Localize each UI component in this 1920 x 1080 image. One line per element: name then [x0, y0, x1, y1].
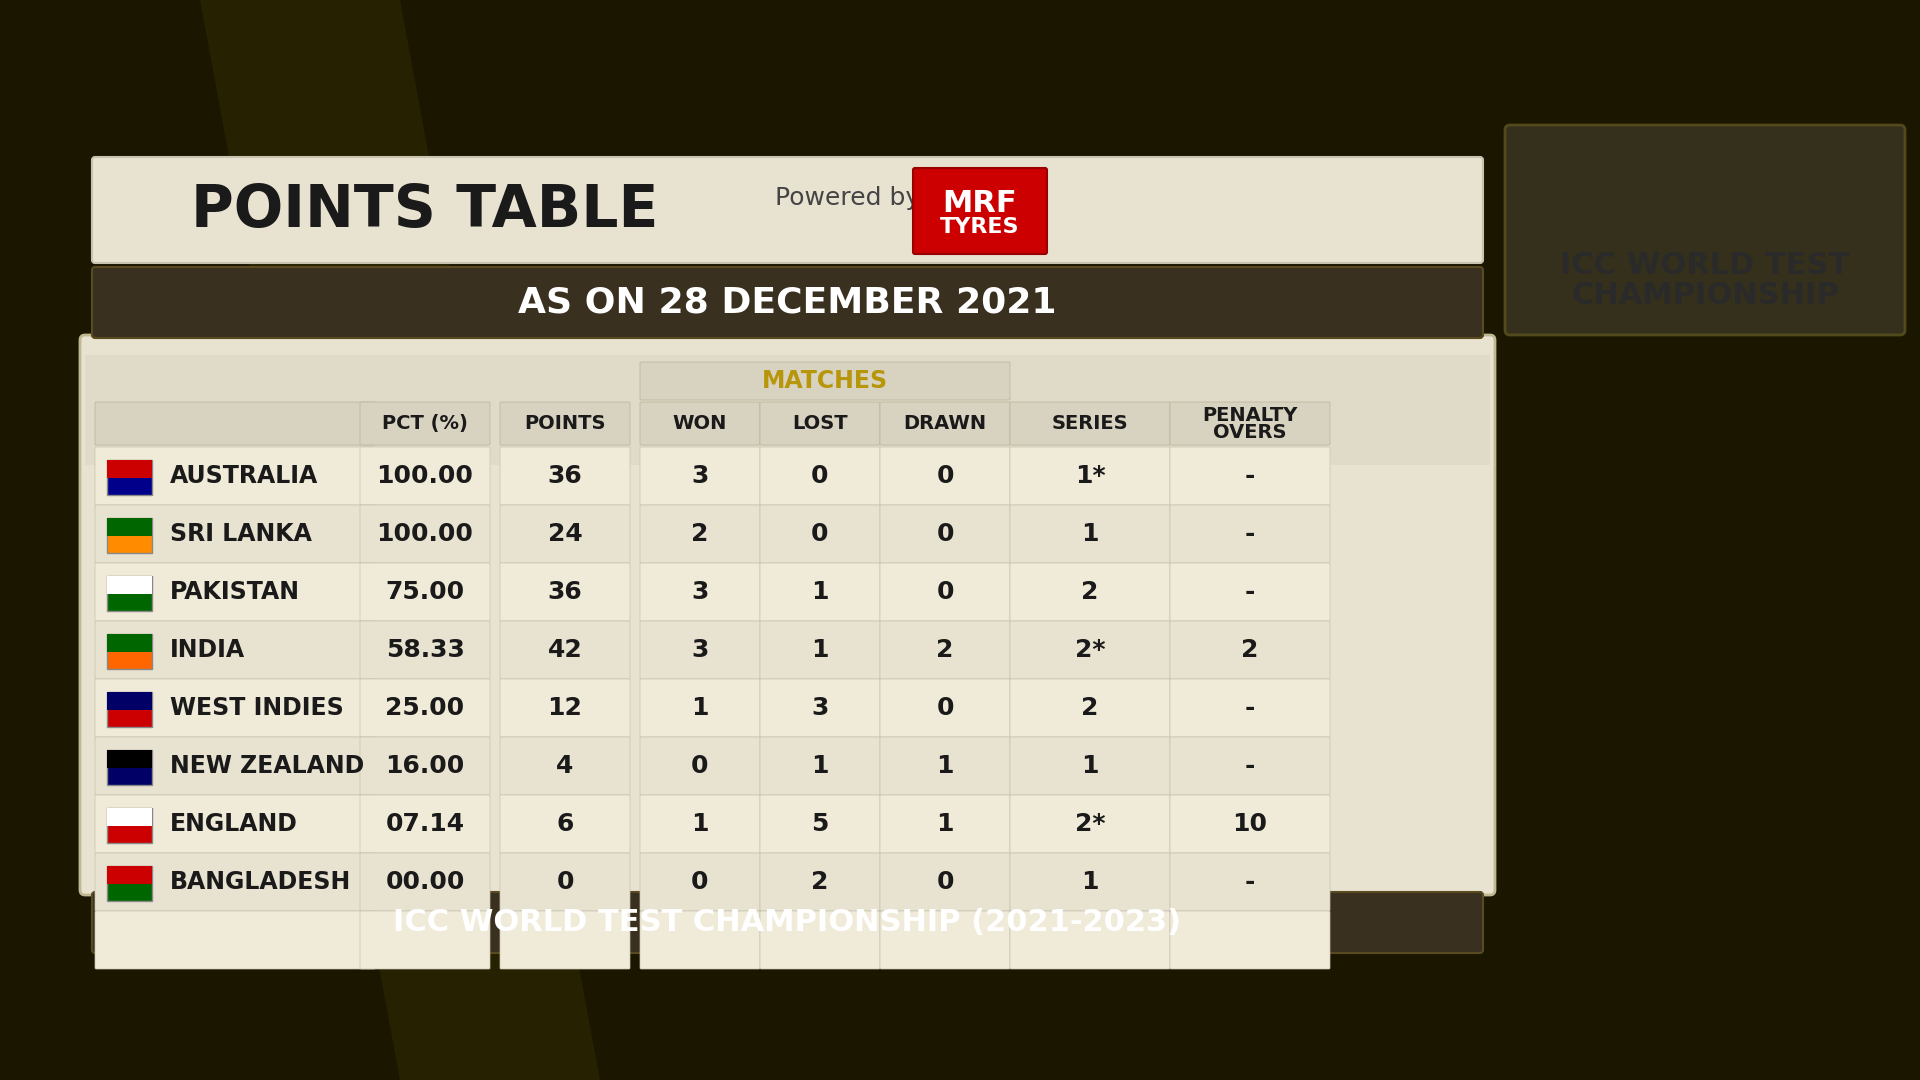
FancyBboxPatch shape: [94, 402, 374, 445]
FancyBboxPatch shape: [361, 447, 490, 505]
FancyBboxPatch shape: [108, 518, 152, 553]
FancyBboxPatch shape: [108, 750, 152, 785]
FancyBboxPatch shape: [361, 679, 490, 737]
FancyBboxPatch shape: [639, 563, 760, 621]
Text: 1: 1: [812, 754, 829, 778]
FancyBboxPatch shape: [361, 795, 490, 853]
Text: 58.33: 58.33: [386, 638, 465, 662]
Text: ICC WORLD TEST CHAMPIONSHIP (2021-2023): ICC WORLD TEST CHAMPIONSHIP (2021-2023): [394, 908, 1181, 937]
FancyBboxPatch shape: [639, 621, 760, 679]
Text: 0: 0: [937, 696, 954, 720]
Text: 1: 1: [937, 754, 954, 778]
Text: 3: 3: [691, 580, 708, 604]
FancyBboxPatch shape: [1010, 853, 1169, 912]
FancyBboxPatch shape: [639, 679, 760, 737]
Text: 3: 3: [691, 464, 708, 488]
FancyBboxPatch shape: [760, 621, 879, 679]
Text: 1: 1: [937, 812, 954, 836]
Text: SERIES: SERIES: [1052, 414, 1129, 433]
FancyBboxPatch shape: [94, 912, 374, 969]
FancyBboxPatch shape: [1010, 795, 1169, 853]
FancyBboxPatch shape: [760, 447, 879, 505]
Text: SRI LANKA: SRI LANKA: [171, 522, 311, 546]
FancyBboxPatch shape: [94, 679, 374, 737]
Text: 3: 3: [691, 638, 708, 662]
Text: 1: 1: [1081, 870, 1098, 894]
FancyBboxPatch shape: [108, 576, 152, 611]
Text: PENALTY: PENALTY: [1202, 406, 1298, 426]
FancyBboxPatch shape: [760, 795, 879, 853]
FancyBboxPatch shape: [879, 737, 1010, 795]
FancyBboxPatch shape: [499, 563, 630, 621]
Text: ENGLAND: ENGLAND: [171, 812, 298, 836]
FancyBboxPatch shape: [760, 853, 879, 912]
FancyBboxPatch shape: [879, 563, 1010, 621]
FancyBboxPatch shape: [1010, 563, 1169, 621]
Text: 0: 0: [691, 754, 708, 778]
FancyBboxPatch shape: [1505, 125, 1905, 335]
FancyBboxPatch shape: [94, 621, 374, 679]
FancyBboxPatch shape: [1169, 621, 1331, 679]
FancyBboxPatch shape: [639, 362, 1010, 400]
FancyBboxPatch shape: [499, 737, 630, 795]
FancyBboxPatch shape: [108, 576, 152, 594]
Text: 2*: 2*: [1075, 812, 1106, 836]
FancyBboxPatch shape: [361, 737, 490, 795]
Text: NEW ZEALAND: NEW ZEALAND: [171, 754, 365, 778]
Text: POINTS: POINTS: [524, 414, 605, 433]
Text: PCT (%): PCT (%): [382, 414, 468, 433]
FancyBboxPatch shape: [94, 853, 374, 912]
FancyBboxPatch shape: [94, 795, 374, 853]
FancyBboxPatch shape: [639, 853, 760, 912]
Text: 0: 0: [937, 522, 954, 546]
FancyBboxPatch shape: [1010, 621, 1169, 679]
FancyBboxPatch shape: [499, 621, 630, 679]
Text: MRF: MRF: [943, 189, 1018, 217]
FancyBboxPatch shape: [108, 634, 152, 669]
FancyBboxPatch shape: [760, 505, 879, 563]
FancyBboxPatch shape: [1169, 402, 1331, 445]
Text: 0: 0: [937, 580, 954, 604]
Text: 36: 36: [547, 580, 582, 604]
Text: POINTS TABLE: POINTS TABLE: [192, 181, 659, 239]
FancyBboxPatch shape: [1169, 679, 1331, 737]
FancyBboxPatch shape: [879, 795, 1010, 853]
FancyBboxPatch shape: [1169, 447, 1331, 505]
Text: 36: 36: [547, 464, 582, 488]
FancyBboxPatch shape: [639, 795, 760, 853]
Text: -: -: [1244, 754, 1256, 778]
Text: 2*: 2*: [1075, 638, 1106, 662]
Text: BANGLADESH: BANGLADESH: [171, 870, 351, 894]
Text: 5: 5: [812, 812, 829, 836]
FancyBboxPatch shape: [94, 563, 374, 621]
Text: MATCHES: MATCHES: [762, 369, 889, 393]
Text: 3: 3: [812, 696, 829, 720]
Text: 10: 10: [1233, 812, 1267, 836]
FancyBboxPatch shape: [361, 621, 490, 679]
FancyBboxPatch shape: [108, 692, 152, 727]
FancyBboxPatch shape: [92, 267, 1482, 338]
FancyBboxPatch shape: [92, 892, 1482, 953]
Text: CHAMPIONSHIP: CHAMPIONSHIP: [1571, 281, 1839, 310]
Text: 1: 1: [1081, 754, 1098, 778]
Text: 07.14: 07.14: [386, 812, 465, 836]
Text: 6: 6: [557, 812, 574, 836]
Text: 1: 1: [812, 580, 829, 604]
FancyBboxPatch shape: [879, 402, 1010, 445]
Text: 25.00: 25.00: [386, 696, 465, 720]
Text: 2: 2: [1242, 638, 1260, 662]
Text: -: -: [1244, 580, 1256, 604]
Text: 00.00: 00.00: [386, 870, 465, 894]
FancyBboxPatch shape: [94, 447, 374, 505]
Text: 0: 0: [812, 464, 829, 488]
FancyBboxPatch shape: [499, 402, 630, 445]
Text: LOST: LOST: [793, 414, 849, 433]
Text: 0: 0: [691, 870, 708, 894]
FancyBboxPatch shape: [639, 505, 760, 563]
FancyBboxPatch shape: [499, 853, 630, 912]
Text: 0: 0: [937, 464, 954, 488]
Text: OVERS: OVERS: [1213, 423, 1286, 442]
Text: 24: 24: [547, 522, 582, 546]
Text: -: -: [1244, 870, 1256, 894]
